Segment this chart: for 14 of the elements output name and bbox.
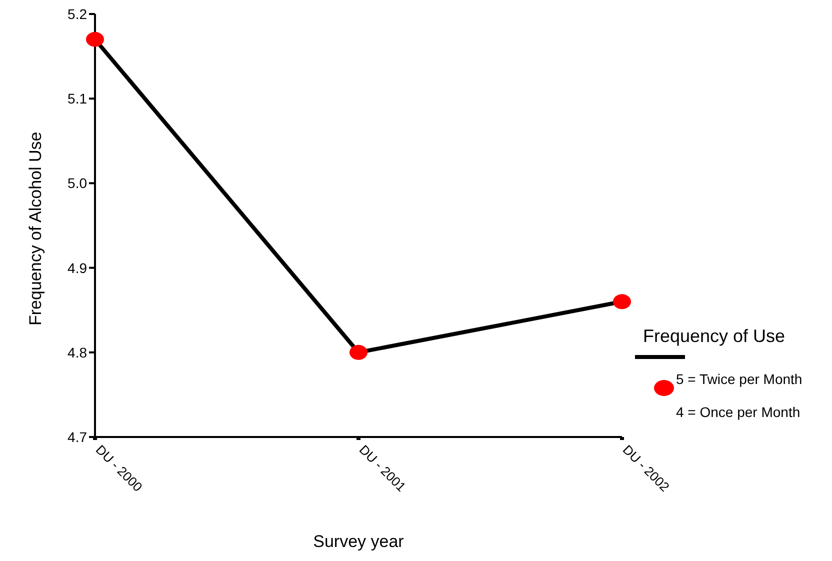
y-tick-label: 5.2 xyxy=(68,6,88,22)
y-tick-label: 4.7 xyxy=(68,428,88,445)
text: 4 = Once per Month xyxy=(676,404,800,420)
y-axis-title: Frequency of Alcohol Use xyxy=(26,132,46,326)
point xyxy=(350,344,368,360)
point xyxy=(613,294,631,310)
y-tick-label: 5.1 xyxy=(68,90,88,107)
y-tick-label: 4.9 xyxy=(68,260,88,276)
y-tick-label: 5.0 xyxy=(68,175,88,192)
y-tick-label: 4.8 xyxy=(68,344,88,360)
point xyxy=(86,32,104,47)
text: 5 = Twice per Month xyxy=(676,371,802,387)
x-axis-title: Survey year xyxy=(313,532,404,551)
legend-title: Frequency of Use xyxy=(643,326,786,347)
